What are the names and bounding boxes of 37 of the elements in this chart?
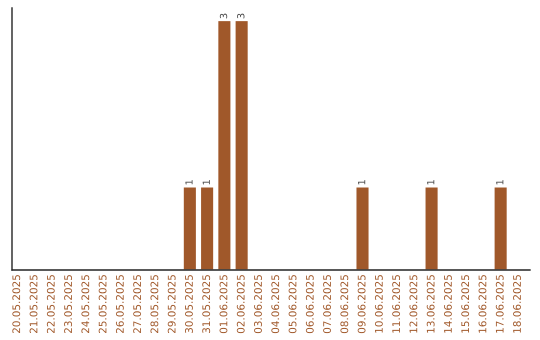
x-tick-label: 12.06.2025 xyxy=(409,275,418,333)
x-tick-label: 30.05.2025 xyxy=(184,275,193,334)
data-label: 1 xyxy=(185,180,193,184)
x-tick-label: 26.05.2025 xyxy=(116,275,124,334)
data-label: 1 xyxy=(358,180,366,184)
x-tick-label: 10.06.2025 xyxy=(374,275,383,333)
x-tick-label: 05.06.2025 xyxy=(288,275,296,334)
x-tick-label: 09.06.2025 xyxy=(358,275,366,334)
data-label: 3 xyxy=(220,14,228,18)
x-tick-label: 17.06.2025 xyxy=(496,275,504,333)
x-tick-label: 14.06.2025 xyxy=(444,275,452,333)
x-tick-label: 21.05.2025 xyxy=(30,275,38,334)
data-label: 3 xyxy=(237,14,244,18)
x-tick-label: 20.05.2025 xyxy=(12,275,20,334)
data-label: 1 xyxy=(496,180,504,184)
x-tick-label: 29.05.2025 xyxy=(168,275,176,334)
x-tick-label: 02.06.2025 xyxy=(236,275,245,334)
x-tick-label: 13.06.2025 xyxy=(426,275,435,333)
x-tick-label: 24.05.2025 xyxy=(81,275,90,334)
x-tick-label: 25.05.2025 xyxy=(98,275,107,334)
data-label: 1 xyxy=(427,180,434,184)
x-tick-label: 23.05.2025 xyxy=(64,275,72,334)
x-tick-label: 15.06.2025 xyxy=(461,275,470,333)
x-tick-label: 18.06.2025 xyxy=(513,275,521,333)
x-tick-label: 07.06.2025 xyxy=(323,275,331,334)
data-label: 1 xyxy=(202,180,210,184)
x-tick-label: 04.06.2025 xyxy=(271,275,280,334)
x-tick-label: 16.06.2025 xyxy=(478,275,486,333)
x-tick-label: 31.05.2025 xyxy=(202,275,210,334)
x-tick-label: 03.06.2025 xyxy=(254,275,262,334)
x-tick-label: 08.06.2025 xyxy=(340,275,348,334)
x-tick-label: 01.06.2025 xyxy=(220,275,228,334)
x-tick-label: 22.05.2025 xyxy=(46,275,55,334)
x-tick-label: 28.05.2025 xyxy=(150,275,158,334)
x-tick-label: 06.06.2025 xyxy=(306,275,314,334)
x-tick-label: 11.06.2025 xyxy=(392,275,400,333)
x-tick-label: 27.05.2025 xyxy=(133,275,142,334)
